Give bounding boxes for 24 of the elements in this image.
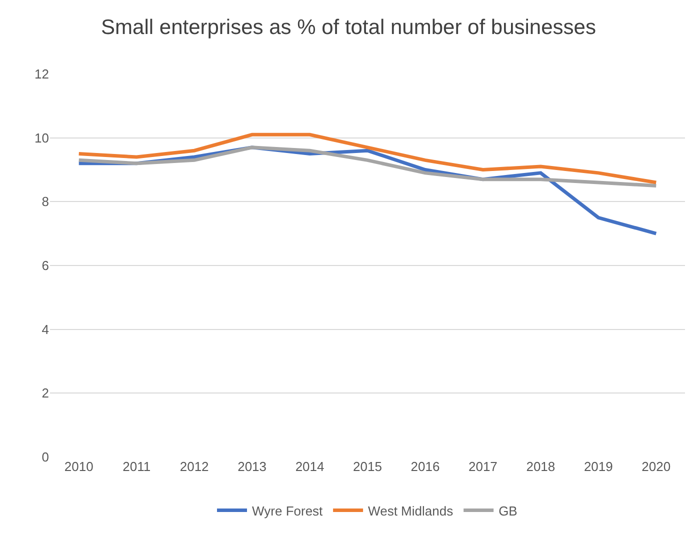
x-tick-label: 2011 (122, 459, 151, 474)
x-tick-label: 2015 (353, 459, 382, 474)
x-tick-label: 2014 (295, 459, 324, 474)
x-tick-label: 2018 (526, 459, 556, 474)
y-tick-label: 2 (42, 386, 49, 401)
y-tick-label: 4 (42, 322, 49, 337)
y-tick-label: 10 (34, 130, 49, 146)
y-tick-label: 6 (42, 258, 49, 274)
x-tick-label: 2016 (410, 459, 440, 474)
line-series (77, 132, 658, 184)
y-tick-label: 12 (34, 66, 49, 82)
x-tick-label: 2010 (64, 459, 94, 474)
legend-label: GB (498, 503, 518, 518)
chart-title: Small enterprises as % of total number of businesses (101, 16, 596, 40)
x-tick-label: 2012 (180, 459, 209, 474)
legend-label: Wyre Forest (252, 503, 324, 518)
y-tick-label: 0 (42, 450, 49, 465)
x-tick-label: 2017 (468, 459, 498, 474)
line-series (77, 146, 658, 188)
y-tick-label: 8 (42, 194, 49, 210)
legend-label: West Midlands (368, 503, 454, 518)
x-tick-label: 2019 (584, 459, 613, 474)
x-tick-label: 2020 (642, 459, 671, 474)
x-tick-label: 2013 (238, 459, 267, 474)
